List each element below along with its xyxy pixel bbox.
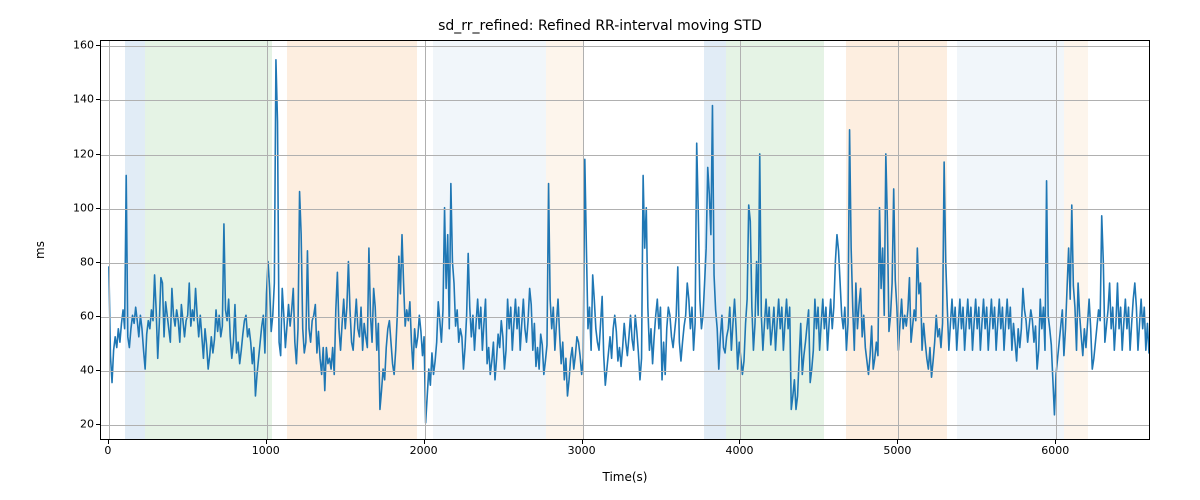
gridline-v [583,41,584,439]
gridline-v [109,41,110,439]
chart-title: sd_rr_refined: Refined RR-interval movin… [0,18,1200,34]
gridline-h [101,425,1149,426]
gridline-h [101,100,1149,101]
gridline-h [101,263,1149,264]
ytick [96,316,100,317]
gridline-h [101,46,1149,47]
plot-area [100,40,1150,440]
gridline-h [101,371,1149,372]
gridline-v [898,41,899,439]
ytick [96,424,100,425]
ytick-label: 20 [80,417,94,430]
xtick-label: 2000 [410,444,438,457]
gridline-h [101,209,1149,210]
xtick-label: 5000 [883,444,911,457]
ytick [96,370,100,371]
ytick-label: 60 [80,309,94,322]
gridline-h [101,155,1149,156]
gridline-v [740,41,741,439]
figure: sd_rr_refined: Refined RR-interval movin… [0,0,1200,500]
ytick-label: 120 [73,147,94,160]
ytick-label: 80 [80,255,94,268]
xtick-label: 6000 [1041,444,1069,457]
gridline-h [101,317,1149,318]
ytick [96,99,100,100]
ytick [96,262,100,263]
ytick [96,208,100,209]
gridline-v [267,41,268,439]
xtick-label: 3000 [568,444,596,457]
y-axis-label: ms [33,241,47,259]
gridline-v [425,41,426,439]
ytick-label: 160 [73,39,94,52]
xtick-label: 4000 [725,444,753,457]
ytick-label: 40 [80,363,94,376]
xtick-label: 0 [104,444,111,457]
series-line [109,60,1149,423]
ytick-label: 140 [73,93,94,106]
gridline-v [1056,41,1057,439]
x-axis-label: Time(s) [603,470,648,484]
ytick [96,45,100,46]
ytick [96,154,100,155]
ytick-label: 100 [73,201,94,214]
xtick-label: 1000 [252,444,280,457]
